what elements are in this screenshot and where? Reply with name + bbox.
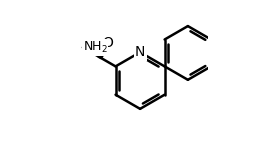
Text: O: O [102, 36, 113, 50]
Text: NH$_2$: NH$_2$ [83, 40, 108, 55]
Text: N: N [135, 45, 145, 59]
